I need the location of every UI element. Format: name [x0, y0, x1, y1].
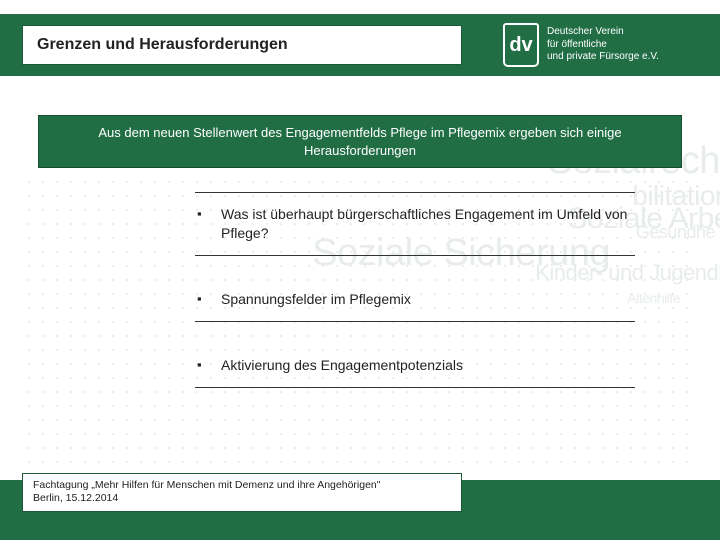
watermark-word: Altenhilfe: [627, 290, 680, 306]
footer-line-1: Fachtagung „Mehr Hilfen für Menschen mit…: [33, 479, 451, 493]
bullet-mark-icon: ▪: [197, 206, 205, 221]
list-item: ▪ Spannungsfelder im Pflegemix: [195, 278, 635, 322]
watermark-word: bilitation: [632, 180, 720, 212]
bullet-list: ▪ Was ist überhaupt bürgerschaftliches E…: [195, 192, 635, 388]
logo-glyph: dv: [509, 34, 532, 57]
title-box: Grenzen und Herausforderungen: [22, 25, 462, 65]
watermark-word: Gesundhe: [636, 222, 715, 243]
bullet-mark-icon: ▪: [197, 357, 205, 372]
bullet-text: Was ist überhaupt bürgerschaftliches Eng…: [221, 205, 629, 243]
intro-text: Aus dem neuen Stellenwert des Engagement…: [98, 125, 621, 158]
list-item: ▪ Was ist überhaupt bürgerschaftliches E…: [195, 192, 635, 256]
header-bar: Grenzen und Herausforderungen dv Deutsch…: [0, 14, 720, 76]
bullet-mark-icon: ▪: [197, 291, 205, 306]
spacer: [195, 322, 635, 344]
bullet-text: Spannungsfelder im Pflegemix: [221, 290, 411, 309]
list-item: ▪ Aktivierung des Engagementpotenzials: [195, 344, 635, 388]
intro-box: Aus dem neuen Stellenwert des Engagement…: [38, 115, 682, 168]
page-title: Grenzen und Herausforderungen: [37, 36, 288, 54]
logo-icon: dv: [503, 23, 539, 67]
slide: Sozialrecht bilitation Soziale Arbe Gesu…: [0, 0, 720, 540]
logo-text: Deutscher Verein für öffentliche und pri…: [547, 26, 659, 64]
logo: dv Deutscher Verein für öffentliche und …: [503, 20, 708, 70]
footer-box: Fachtagung „Mehr Hilfen für Menschen mit…: [22, 473, 462, 512]
bullet-text: Aktivierung des Engagementpotenzials: [221, 356, 463, 375]
footer: Fachtagung „Mehr Hilfen für Menschen mit…: [0, 470, 720, 540]
spacer: [195, 256, 635, 278]
footer-line-2: Berlin, 15.12.2014: [33, 492, 451, 506]
